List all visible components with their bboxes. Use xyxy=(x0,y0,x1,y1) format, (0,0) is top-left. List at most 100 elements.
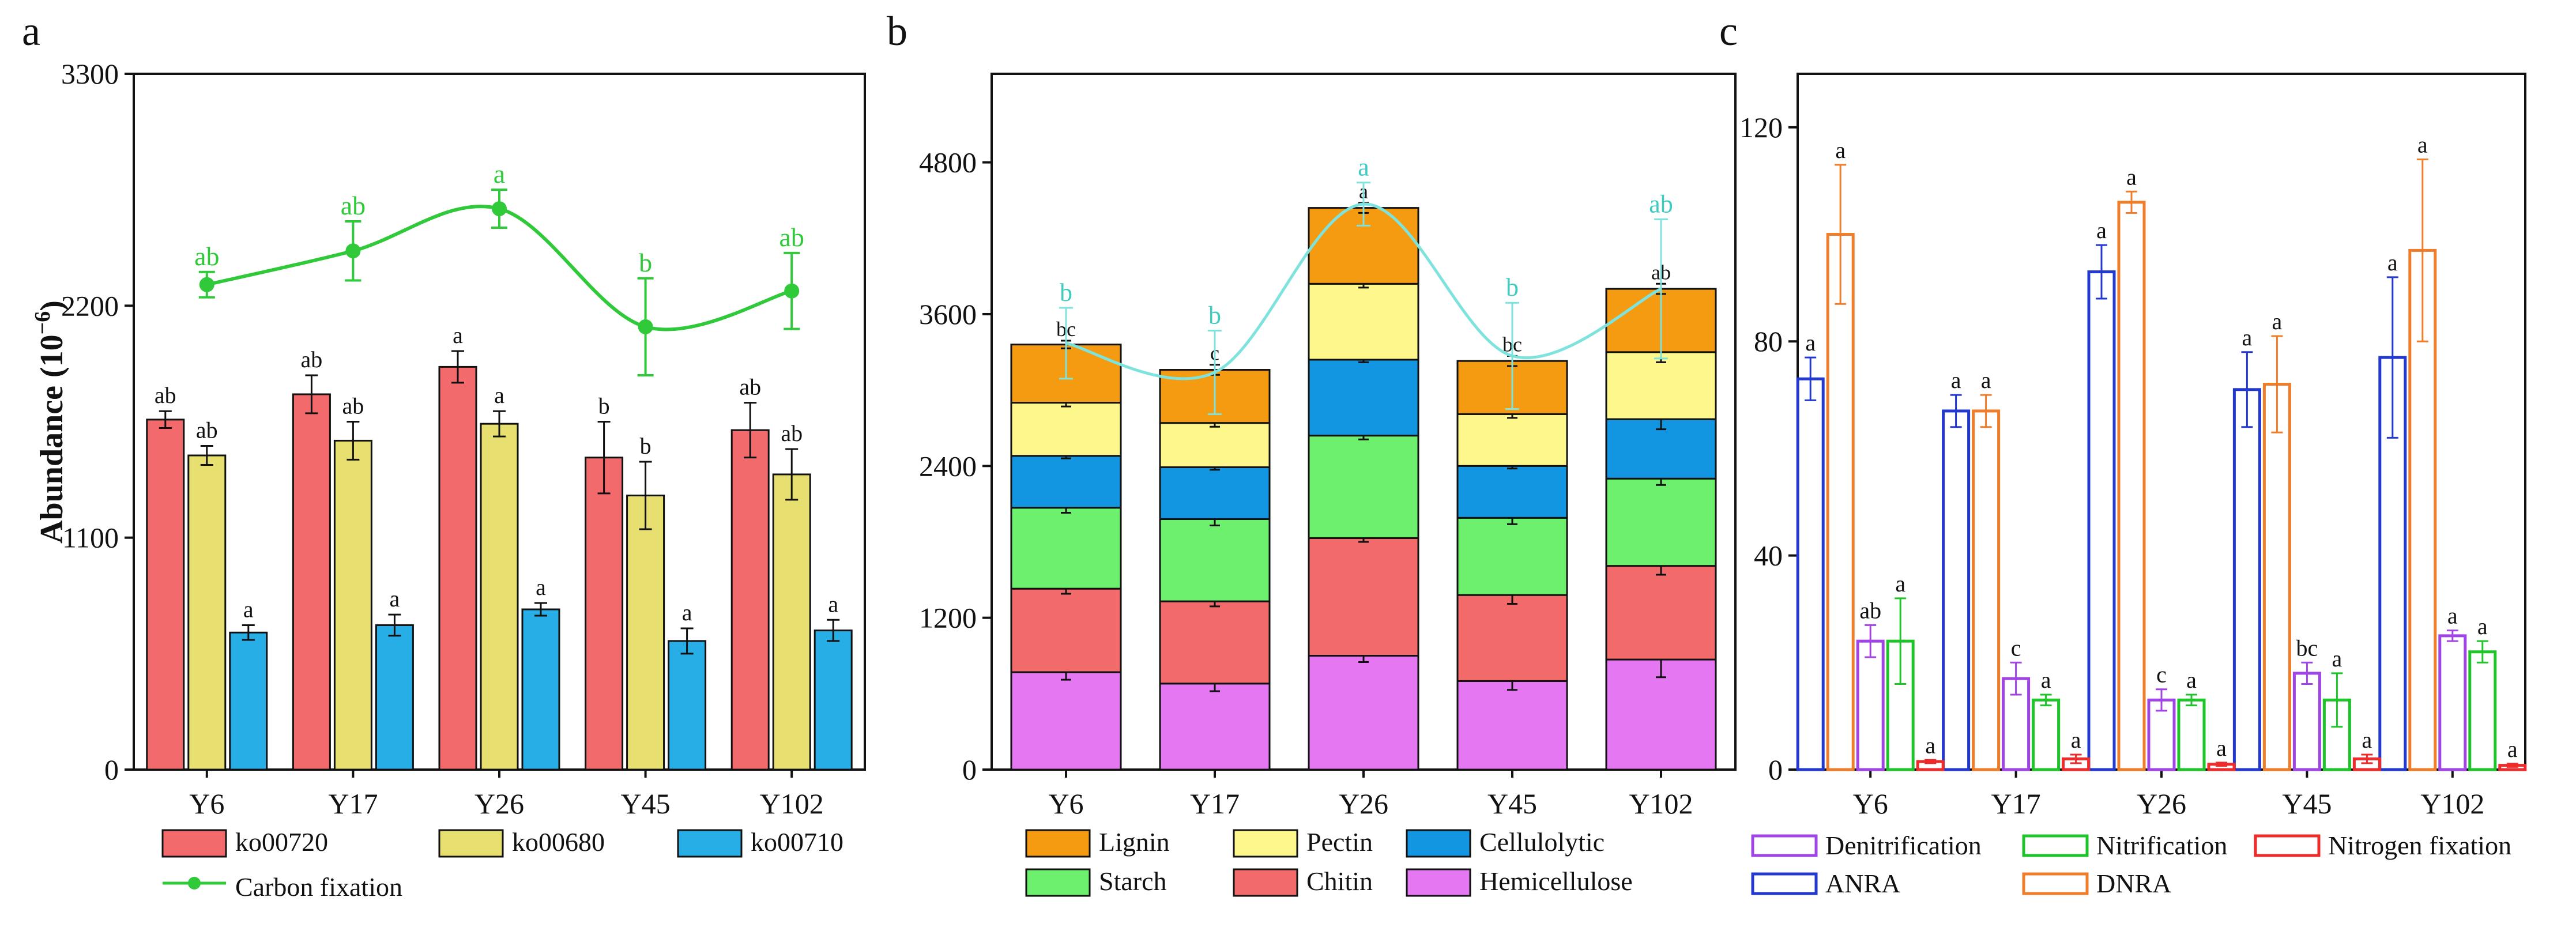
a-bar-ko00680 xyxy=(333,439,372,771)
b-xtick-label: Y102 xyxy=(1629,787,1693,820)
b-stack-segment-pectin xyxy=(1605,351,1717,420)
a-legend-swatch xyxy=(438,829,504,858)
b-stack-segment-chitin xyxy=(1308,537,1419,657)
panel-letter: c xyxy=(1719,8,1738,54)
c-sig-label: a xyxy=(2071,727,2081,753)
b-legend-label: Chitin xyxy=(1306,866,1373,896)
b-stack-segment-starch xyxy=(1456,517,1568,596)
c-bar-anra xyxy=(2232,388,2261,771)
c-ytick-label: 80 xyxy=(1754,325,1783,357)
a-bar-ko00710 xyxy=(668,640,707,771)
a-bar-ko00720 xyxy=(585,457,624,771)
c-bar-anra xyxy=(1796,377,1825,771)
b-stack-segment-cellulolytic xyxy=(1308,359,1419,437)
b-ytick-label: 3600 xyxy=(919,298,977,330)
a-bar-ko00720 xyxy=(292,393,331,771)
c-bar-dnra xyxy=(2408,248,2437,771)
a-carbon-fixation-point xyxy=(345,243,361,259)
a-xtick-label: Y17 xyxy=(328,787,378,820)
a-y-axis-title-text: Abundance (10 xyxy=(34,334,70,544)
a-sig-label: a xyxy=(453,322,463,348)
a-ytick-label: 0 xyxy=(104,753,119,786)
a-bar-ko00720 xyxy=(438,365,477,771)
a-legend-label: ko00720 xyxy=(235,827,328,857)
c-sig-label: a xyxy=(2387,250,2398,276)
c-legend-swatch xyxy=(2022,872,2089,895)
a-carbon-fixation-point xyxy=(784,283,800,299)
b-stack-segment-starch xyxy=(1605,477,1717,567)
a-carbon-sig-label: ab xyxy=(194,242,219,271)
c-sig-label: a xyxy=(1835,137,1846,163)
c-bar-denitrification xyxy=(2438,634,2467,771)
b-xtick-label: Y6 xyxy=(1048,787,1083,820)
c-legend-swatch xyxy=(1751,834,1818,857)
c-bar-nitrification xyxy=(2032,698,2061,771)
c-bar-denitrification xyxy=(2292,672,2321,771)
c-sig-label: c xyxy=(2156,662,2167,688)
c-ytick-label: 40 xyxy=(1754,540,1783,572)
b-legend-swatch xyxy=(1025,868,1091,897)
c-ytick-label: 120 xyxy=(1739,111,1783,144)
b-stack-segment-chitin xyxy=(1456,594,1568,682)
a-bar-ko00710 xyxy=(229,631,268,771)
a-carbon-fixation-point xyxy=(199,277,214,292)
c-sig-label: a xyxy=(1925,732,1935,758)
a-sig-label: b xyxy=(598,393,610,419)
c-legend-label: DNRA xyxy=(2096,869,2171,898)
c-legend-label: Nitrification xyxy=(2096,831,2227,860)
a-bar-ko00720 xyxy=(146,419,185,771)
b-xtick-label: Y17 xyxy=(1190,787,1240,820)
b-stack-segment-starch xyxy=(1010,507,1122,590)
a-y-axis-title-close: ) xyxy=(34,300,70,311)
a-sig-label: a xyxy=(828,591,838,617)
b-stack-segment-hemicellulose xyxy=(1010,671,1122,771)
a-bar-ko00710 xyxy=(814,630,853,771)
b-stack-segment-pectin xyxy=(1308,282,1419,361)
c-legend-label: ANRA xyxy=(1825,869,1900,898)
b-legend-swatch xyxy=(1406,829,1471,858)
c-sig-label: a xyxy=(2507,736,2518,762)
b-stack-segment-chitin xyxy=(1010,587,1122,673)
a-sig-label: ab xyxy=(342,393,364,419)
c-ytick-label: 0 xyxy=(1768,753,1783,786)
c-bar-anra xyxy=(1942,409,1971,771)
c-legend-label: Denitrification xyxy=(1825,831,1982,860)
c-sig-label: a xyxy=(2216,735,2227,761)
c-sig-label: a xyxy=(2041,667,2051,693)
c-bar-nitrification xyxy=(2468,650,2497,771)
a-bar-ko00710 xyxy=(521,608,560,771)
a-sig-label: ab xyxy=(739,374,761,400)
b-legend-label: Cellulolytic xyxy=(1479,827,1605,857)
a-xtick-label: Y45 xyxy=(621,787,671,820)
a-legend-label: Carbon fixation xyxy=(235,872,402,902)
a-sig-label: a xyxy=(536,574,546,600)
a-bar-ko00680 xyxy=(187,454,227,771)
b-xtick-label: Y26 xyxy=(1339,787,1388,820)
c-xtick-label: Y6 xyxy=(1853,787,1888,820)
c-xtick-label: Y17 xyxy=(1991,787,2041,820)
c-bar-dnra xyxy=(1826,233,1855,771)
b-stack-segment-starch xyxy=(1308,435,1419,539)
c-sig-label: a xyxy=(1951,367,1961,393)
c-sig-label: a xyxy=(2272,308,2283,334)
b-stack-segment-pectin xyxy=(1159,422,1271,469)
a-sig-label: b xyxy=(640,433,651,459)
panel-letter: b xyxy=(887,8,907,54)
b-legend-label: Lignin xyxy=(1099,827,1170,857)
a-carbon-sig-label: ab xyxy=(341,191,366,220)
a-bar-ko00680 xyxy=(480,423,519,771)
c-legend-swatch xyxy=(2022,834,2089,857)
c-bar-dnra xyxy=(2117,201,2146,771)
b-stack-segment-cellulolytic xyxy=(1010,455,1122,509)
c-sig-label: a xyxy=(1805,330,1816,356)
b-total-sig-label: ab xyxy=(1649,190,1673,218)
a-sig-label: a xyxy=(390,586,400,612)
a-sig-label: ab xyxy=(155,382,176,408)
b-stack-segment-hemicellulose xyxy=(1308,654,1419,771)
b-stack-segment-hemicellulose xyxy=(1456,680,1568,771)
b-legend-label: Hemicellulose xyxy=(1479,866,1633,896)
b-stack-segment-cellulolytic xyxy=(1456,465,1568,519)
a-carbon-fixation-point xyxy=(492,201,507,217)
b-legend-label: Starch xyxy=(1099,866,1167,896)
